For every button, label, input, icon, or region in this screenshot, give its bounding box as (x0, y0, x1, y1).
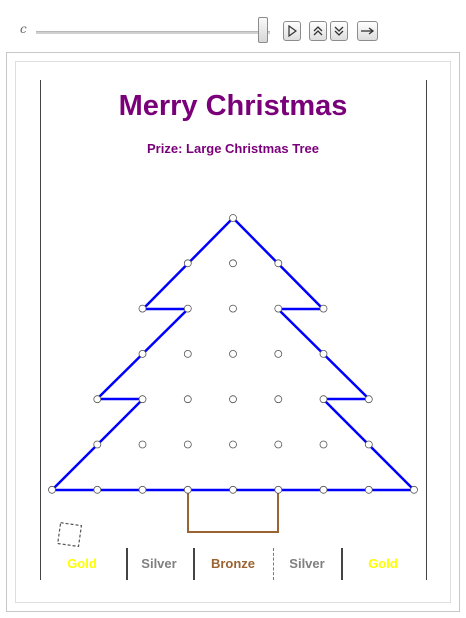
play-icon (288, 25, 297, 37)
play-button[interactable] (283, 21, 301, 41)
peg[interactable] (183, 485, 192, 494)
output-panel (6, 52, 460, 612)
peg[interactable] (319, 395, 328, 404)
peg[interactable] (229, 304, 237, 313)
peg[interactable] (138, 440, 147, 449)
peg[interactable] (274, 395, 283, 404)
peg-grid (48, 214, 418, 494)
peg[interactable] (319, 440, 328, 449)
medal-label: Bronze (210, 556, 256, 571)
peg[interactable] (319, 485, 328, 494)
peg[interactable] (274, 259, 283, 268)
slider-variable-label: c (20, 22, 27, 36)
peg[interactable] (229, 259, 237, 268)
tree-trunk (187, 490, 279, 533)
medal-divider (193, 548, 195, 580)
peg[interactable] (274, 349, 283, 358)
prize-text: Prize: Large Christmas Tree (147, 141, 319, 156)
right-border-line (426, 80, 427, 580)
peg[interactable] (138, 395, 147, 404)
peg[interactable] (48, 485, 56, 494)
peg[interactable] (274, 440, 283, 449)
peg[interactable] (138, 304, 147, 313)
peg[interactable] (229, 349, 237, 358)
peg[interactable] (229, 395, 237, 404)
animation-slider-thumb[interactable] (257, 17, 268, 43)
medal-label: Silver (289, 556, 325, 571)
page-title: Merry Christmas (118, 90, 348, 122)
speed-down-icon (334, 26, 344, 36)
peg[interactable] (93, 485, 102, 494)
peg[interactable] (319, 349, 328, 358)
peg[interactable] (229, 440, 237, 449)
peg[interactable] (274, 485, 283, 494)
peg[interactable] (319, 304, 328, 313)
peg[interactable] (93, 440, 102, 449)
direction-icon (361, 27, 375, 35)
speed-up-button[interactable] (309, 21, 327, 41)
medal-label: Silver (141, 556, 177, 571)
peg[interactable] (138, 349, 147, 358)
peg[interactable] (229, 214, 237, 222)
animation-slider-track[interactable] (36, 31, 270, 34)
peg[interactable] (183, 440, 192, 449)
peg[interactable] (138, 485, 147, 494)
peg[interactable] (183, 349, 192, 358)
peg[interactable] (364, 395, 373, 404)
medal-divider (341, 548, 343, 580)
medal-divider (126, 548, 128, 580)
peg[interactable] (93, 395, 102, 404)
peg[interactable] (364, 440, 373, 449)
speed-up-icon (313, 26, 323, 36)
left-border-line (40, 80, 41, 580)
rotate-square-icon[interactable] (57, 522, 83, 548)
medal-divider (273, 548, 274, 580)
peg[interactable] (274, 304, 283, 313)
peg[interactable] (183, 304, 192, 313)
output-frame (15, 61, 451, 603)
peg[interactable] (410, 485, 418, 494)
peg[interactable] (364, 485, 373, 494)
peg[interactable] (183, 259, 192, 268)
animation-controls: c (0, 0, 466, 50)
peg[interactable] (229, 485, 237, 494)
medal-label: Gold (368, 556, 398, 571)
speed-down-button[interactable] (330, 21, 348, 41)
medal-label: Gold (67, 556, 97, 571)
direction-button[interactable] (357, 21, 378, 41)
peg[interactable] (183, 395, 192, 404)
